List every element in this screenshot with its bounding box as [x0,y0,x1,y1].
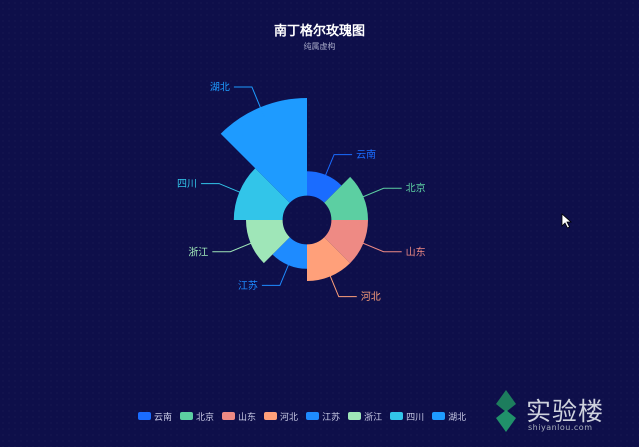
legend-item-2[interactable]: 北京 [180,410,214,423]
chart-subtitle: 纯属虚构 [303,42,336,51]
legend-swatch [138,412,151,420]
legend-swatch [222,412,236,420]
label-line-2 [357,187,402,200]
label-line-5 [261,260,291,286]
slice-label-6: 浙江 [188,246,208,258]
rose-slice-3[interactable] [324,220,368,264]
slice-label-4: 河北 [361,291,381,303]
legend-swatch [180,412,194,420]
rose-slices [220,98,368,281]
watermark-text: 实验楼 [526,397,605,426]
rose-slice-7[interactable] [233,168,290,220]
slice-label-2: 北京 [406,182,426,195]
rose-slice-8[interactable] [220,98,307,203]
slice-label-7: 四川 [177,179,197,190]
legend-label: 河北 [280,412,299,423]
legend-label: 北京 [196,412,215,423]
legend-swatch [264,412,278,420]
legend-label: 山东 [238,412,257,423]
legend-label: 云南 [154,412,173,423]
mouse-cursor-icon [561,213,573,229]
label-line-6 [212,240,257,253]
chart-title: 南丁格尔玫瑰图 [273,24,365,39]
legend-label: 浙江 [364,412,383,423]
legend-swatch [432,412,446,420]
rose-slice-1[interactable] [307,171,342,203]
legend-item-1[interactable]: 云南 [138,410,172,423]
label-line-8 [233,86,266,119]
legend-item-3[interactable]: 山东 [222,410,256,423]
slice-label-5: 江苏 [238,279,258,292]
label-line-3 [357,240,402,253]
legend-label: 四川 [406,412,425,423]
legend-item-4[interactable]: 河北 [264,410,298,423]
slice-label-1: 云南 [356,148,376,161]
rose-slice-2[interactable] [324,176,368,220]
legend-item-6[interactable]: 浙江 [348,410,382,423]
slice-label-3: 山东 [406,245,426,258]
shiyanlou-watermark: 实验楼 shiyanlou.com [492,386,622,436]
legend-swatch [390,412,404,420]
chart-legend: 云南 北京 山东 河北 江苏 浙江 四川 湖北 [138,410,466,423]
shiyanlou-logo-icon [496,390,516,432]
label-line-4 [327,270,357,298]
legend-swatch [306,412,320,420]
watermark-subtext: shiyanlou.com [528,423,593,432]
label-line-1 [323,154,353,180]
legend-item-5[interactable]: 江苏 [306,410,340,423]
legend-label: 湖北 [448,412,467,423]
legend-swatch [348,412,362,420]
label-line-7 [201,183,247,196]
legend-label: 江苏 [322,412,341,423]
legend-item-8[interactable]: 湖北 [432,410,466,423]
rose-slice-6[interactable] [246,220,290,264]
rose-slice-4[interactable] [307,237,351,281]
rose-slice-5[interactable] [272,237,307,269]
slice-label-8: 湖北 [210,81,230,93]
legend-item-7[interactable]: 四川 [390,410,424,423]
